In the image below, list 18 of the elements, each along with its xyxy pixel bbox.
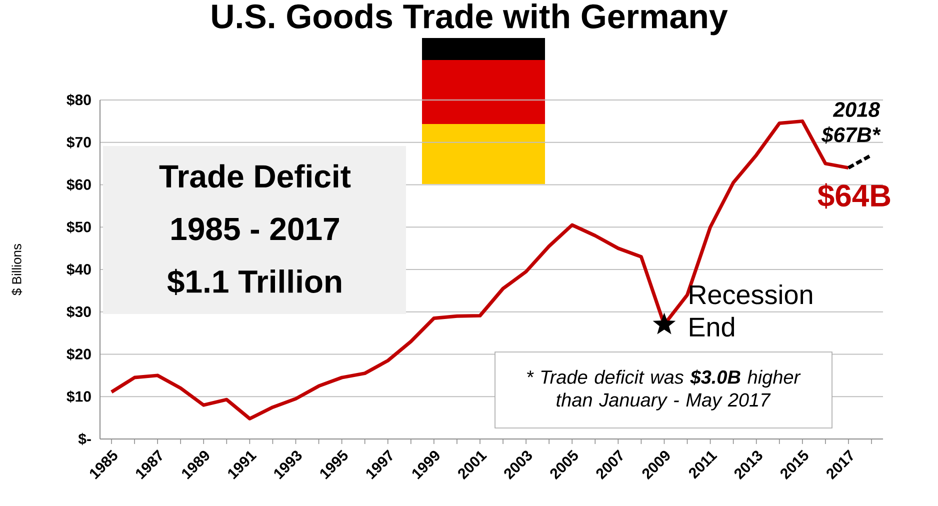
annotation: $64B xyxy=(818,183,890,209)
annotation: 1985 - 2017 xyxy=(172,218,339,240)
chart-title: U.S. Goods Trade with Germany xyxy=(212,4,728,36)
y-tick-label: $30 xyxy=(66,306,91,318)
y-axis-title: $ Billions xyxy=(12,244,22,296)
y-tick-label: $10 xyxy=(66,390,91,403)
y-tick-label: $50 xyxy=(66,220,91,234)
annotation: * Trade deficit was $3.0B higher than January - May 2017 xyxy=(527,370,801,410)
y-tick-label: $40 xyxy=(66,263,91,276)
annotation: Trade Deficit xyxy=(159,164,351,188)
annotation: 2018 $67B* xyxy=(821,102,881,144)
annotation: Recession End xyxy=(690,284,812,337)
y-tick-label: $70 xyxy=(66,136,91,148)
y-tick-label: $20 xyxy=(66,348,91,360)
annotation: $1.1 Trillion xyxy=(167,268,342,296)
y-tick-label: $60 xyxy=(66,178,91,191)
y-tick-label: $80 xyxy=(66,94,91,106)
y-tick-label: $- xyxy=(78,432,91,446)
